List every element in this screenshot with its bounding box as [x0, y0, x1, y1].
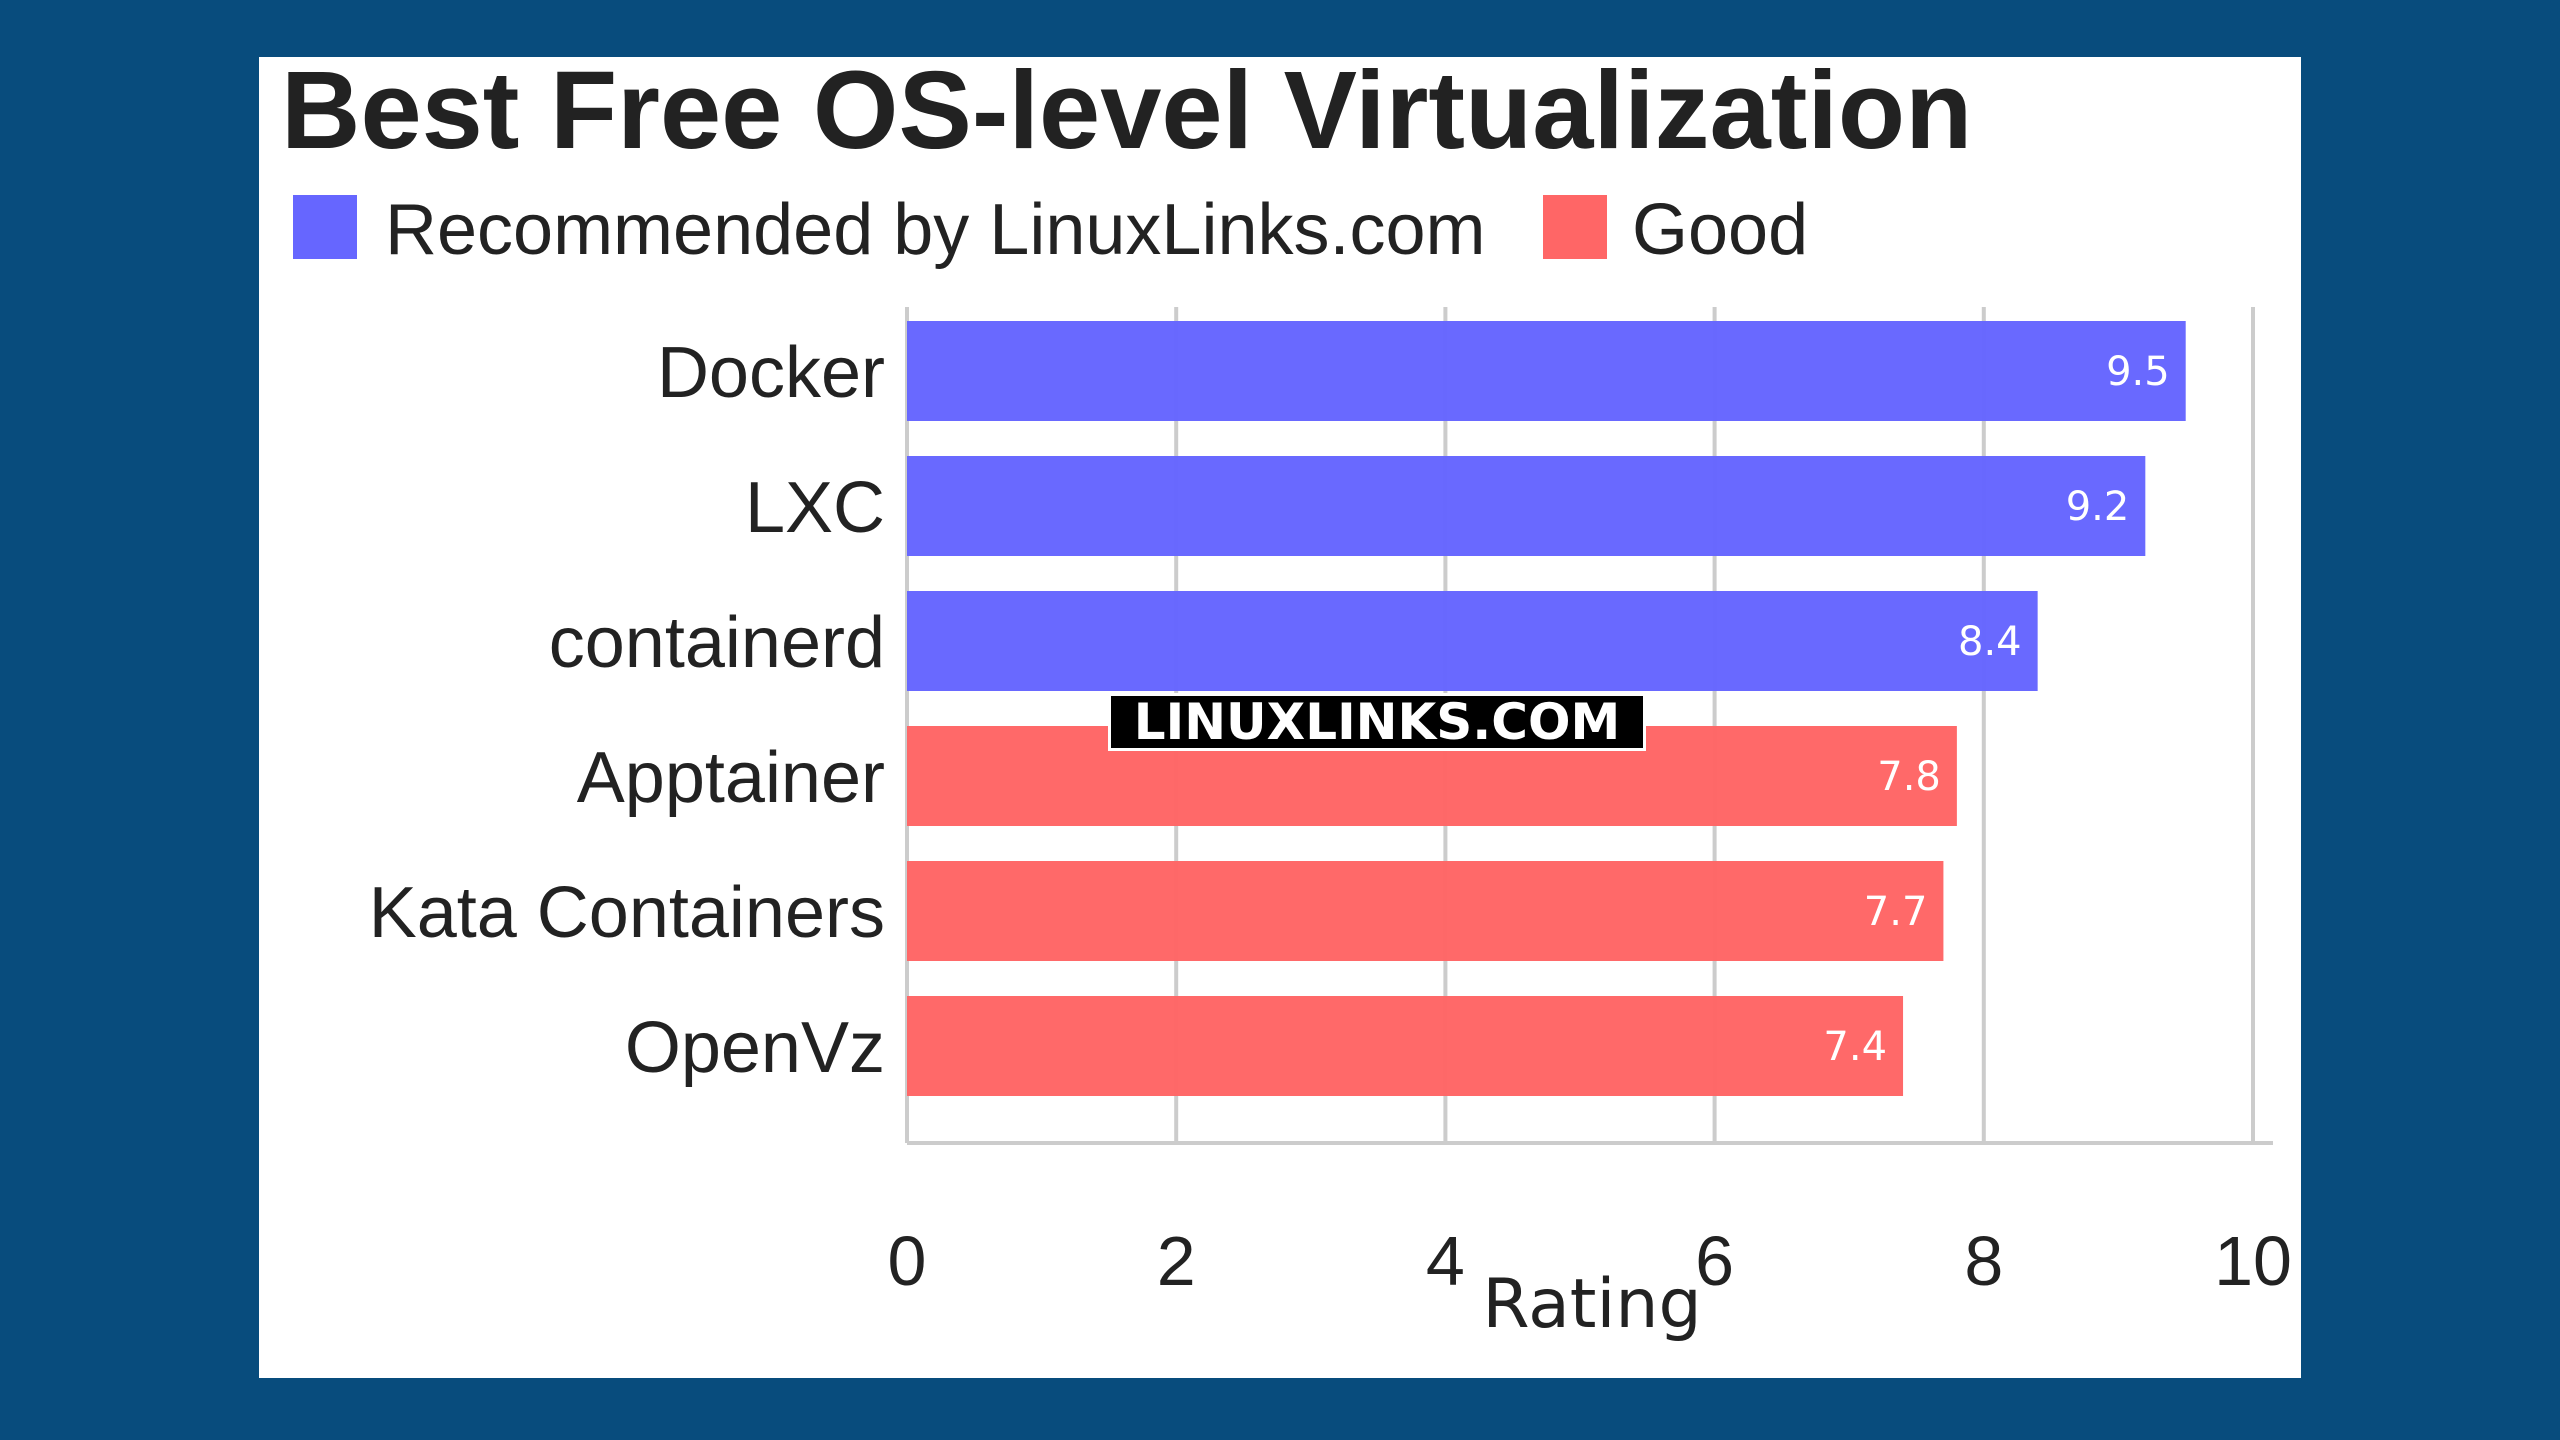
category-label-lxc: LXC: [745, 468, 885, 548]
x-tick-label-2: 2: [1157, 1222, 1196, 1300]
category-label-docker: Docker: [657, 333, 885, 413]
x-tick-label-4: 4: [1426, 1222, 1465, 1300]
bar-value-label-lxc: 9.2: [2066, 484, 2130, 530]
x-tick-label-6: 6: [1695, 1222, 1734, 1300]
legend-swatch-good: [1543, 195, 1607, 259]
chart: Best Free OS-level Virtualization Recomm…: [281, 57, 2292, 1344]
legend-swatch-recommended: [293, 195, 357, 259]
legend-label-good: Good: [1632, 190, 1808, 270]
bar-value-label-kata-containers: 7.7: [1864, 889, 1928, 935]
category-label-containerd: containerd: [549, 603, 885, 683]
bar-value-label-openvz: 7.4: [1823, 1024, 1887, 1070]
x-tick-label-8: 8: [1964, 1222, 2003, 1300]
bar-lxc: [907, 456, 2146, 556]
category-label-kata-containers: Kata Containers: [369, 873, 885, 953]
category-label-apptainer: Apptainer: [577, 738, 885, 818]
chart-card: Best Free OS-level Virtualization Recomm…: [259, 57, 2301, 1378]
watermark-logo: LINUXLINKS.COM: [1108, 693, 1646, 751]
category-label-openvz: OpenVz: [625, 1008, 885, 1088]
bar-value-label-apptainer: 7.8: [1877, 754, 1941, 800]
category-labels: Docker LXC containerd Apptainer Kata Contain…: [369, 333, 885, 1088]
bar-openvz: [907, 996, 1904, 1096]
tick-labels: 0 2 4 6 8 10: [888, 1222, 2292, 1300]
bar-containerd: [907, 591, 2038, 691]
chart-title: Best Free OS-level Virtualization: [281, 57, 1972, 172]
legend: Recommended by LinuxLinks.com Good: [293, 190, 1808, 270]
x-tick-label-0: 0: [888, 1222, 927, 1300]
legend-label-recommended: Recommended by LinuxLinks.com: [385, 190, 1486, 270]
bar-value-label-docker: 9.5: [2106, 349, 2170, 395]
bar-value-label-containerd: 8.4: [1958, 619, 2022, 665]
bar-docker: [907, 321, 2186, 421]
x-tick-label-10: 10: [2214, 1222, 2292, 1300]
x-axis-label: Rating: [1482, 1265, 1701, 1344]
bar-kata-containers: [907, 861, 1944, 961]
